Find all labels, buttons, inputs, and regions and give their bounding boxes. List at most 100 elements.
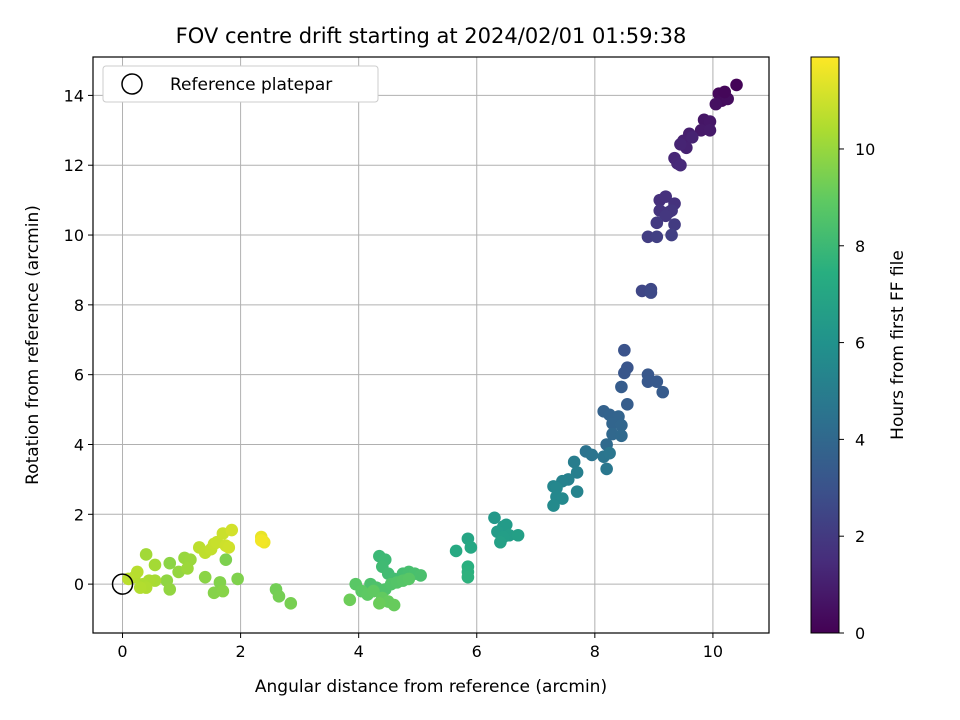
data-point: [650, 230, 664, 244]
data-point: [556, 492, 569, 505]
data-point: [272, 590, 286, 603]
data-point: [464, 541, 478, 554]
data-point: [694, 124, 708, 137]
data-point: [718, 85, 732, 99]
legend: Reference platepar: [102, 65, 379, 103]
data-point: [703, 115, 717, 128]
data-point: [621, 398, 634, 411]
chart-title: FOV centre drift starting at 2024/02/01 …: [176, 24, 687, 48]
y-tick-label: 12: [64, 156, 84, 175]
reference-marker: [111, 573, 134, 595]
x-axis-label: Angular distance from reference (arcmin): [255, 677, 607, 697]
data-point: [650, 375, 664, 388]
legend-marker-icon: [121, 73, 143, 95]
colorbar-tick-label: 10: [855, 140, 875, 159]
data-point: [709, 97, 723, 111]
data-point: [685, 130, 699, 144]
data-point: [488, 511, 501, 525]
data-point: [254, 534, 268, 547]
data-point: [659, 209, 672, 223]
data-point: [615, 380, 628, 394]
x-axis-ticks: 0 2 4 6 8 10: [117, 633, 723, 661]
data-points: [122, 78, 743, 612]
data-point: [665, 228, 678, 242]
legend-box: [102, 65, 379, 103]
data-point: [615, 429, 628, 443]
data-point: [603, 446, 616, 460]
data-point: [615, 418, 628, 432]
grid-lines: [93, 57, 769, 633]
x-tick-label: 4: [354, 642, 364, 661]
y-tick-label: 14: [64, 86, 84, 105]
colorbar-tick-label: 4: [855, 430, 865, 449]
x-tick-label: 10: [703, 642, 723, 661]
y-tick-label: 0: [74, 575, 84, 594]
colorbar-label: Hours from first FF file: [888, 250, 908, 440]
plot-frame: [92, 56, 770, 634]
data-point: [198, 570, 212, 584]
y-tick-label: 6: [74, 366, 84, 385]
data-point: [659, 190, 672, 203]
data-point: [585, 448, 599, 462]
data-point: [402, 572, 416, 586]
data-point: [730, 78, 743, 92]
data-point: [343, 593, 357, 607]
x-tick-label: 2: [236, 642, 246, 661]
data-point: [219, 553, 233, 566]
x-tick-label: 0: [117, 642, 127, 661]
legend-entry-label: Reference platepar: [170, 75, 332, 95]
data-point: [148, 558, 162, 572]
data-point: [216, 584, 230, 598]
y-tick-label: 2: [74, 505, 84, 524]
y-tick-label: 10: [64, 226, 84, 245]
data-point: [570, 466, 584, 479]
data-point: [231, 572, 244, 586]
data-point: [494, 535, 507, 549]
colorbar-gradient: [810, 56, 840, 634]
data-point: [163, 583, 177, 596]
y-axis-ticks: 0 2 4 6 8 10 12 14: [64, 86, 93, 594]
data-point: [367, 584, 380, 598]
data-point: [550, 481, 563, 495]
data-point: [674, 137, 687, 151]
data-point: [499, 518, 513, 532]
colorbar: 0 2 4 6 8 10 Hours from first FF file: [810, 56, 908, 643]
reference-point: [111, 573, 134, 595]
data-point: [650, 216, 664, 230]
colorbar-tick-label: 0: [855, 624, 865, 643]
data-point: [618, 343, 631, 357]
data-point: [703, 124, 717, 137]
data-point: [511, 528, 525, 542]
data-point: [600, 462, 613, 476]
data-point: [668, 218, 681, 231]
data-point: [570, 485, 584, 498]
data-point: [449, 544, 463, 558]
colorbar-tick-label: 2: [855, 527, 865, 546]
data-point: [414, 569, 427, 582]
data-point: [139, 548, 153, 561]
data-point: [373, 597, 386, 610]
data-point: [641, 230, 655, 244]
y-axis-label: Rotation from reference (arcmin): [23, 205, 43, 485]
data-point: [130, 565, 144, 579]
data-point: [133, 581, 147, 594]
data-point: [225, 523, 239, 537]
data-point: [163, 556, 177, 570]
data-point: [222, 541, 236, 554]
colorbar-ticks: 0 2 4 6 8 10: [839, 140, 875, 643]
y-tick-label: 4: [74, 435, 84, 454]
colorbar-tick-label: 6: [855, 334, 865, 353]
data-point: [387, 598, 401, 612]
data-point: [618, 366, 631, 380]
data-point: [181, 562, 194, 575]
data-point: [641, 375, 655, 388]
x-tick-label: 8: [590, 642, 600, 661]
colorbar-tick-label: 8: [855, 237, 865, 256]
data-point: [674, 158, 687, 172]
data-point: [656, 385, 670, 399]
data-point: [461, 570, 475, 584]
y-tick-label: 8: [74, 296, 84, 315]
data-point: [644, 286, 658, 299]
data-point: [547, 499, 560, 512]
